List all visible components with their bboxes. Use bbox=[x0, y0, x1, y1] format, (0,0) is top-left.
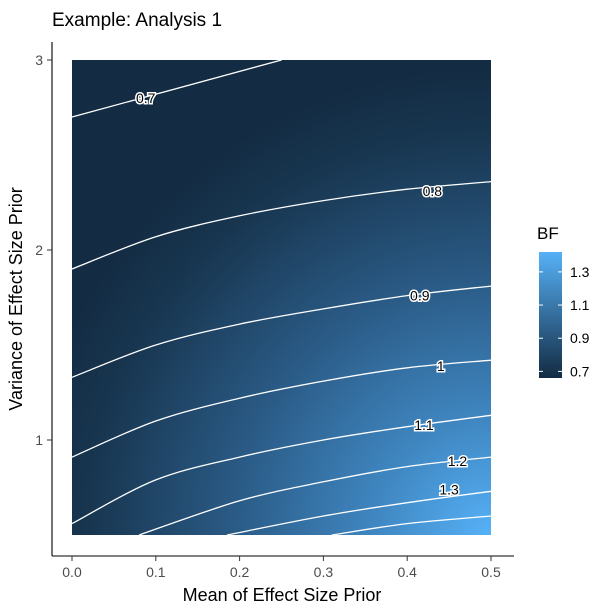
contour-label: 1.1 bbox=[414, 417, 434, 433]
x-tick-group: 0.0 0.1 0.2 0.3 0.4 0.5 bbox=[62, 556, 501, 580]
contour-line bbox=[71, 180, 492, 270]
y-tick-group: 1 2 3 bbox=[35, 52, 52, 448]
x-tick-label: 0.1 bbox=[146, 564, 166, 580]
y-tick-label: 3 bbox=[35, 52, 43, 68]
y-tick-label: 1 bbox=[35, 432, 43, 448]
x-tick-label: 0.4 bbox=[397, 564, 417, 580]
x-tick-label: 0.5 bbox=[481, 564, 501, 580]
contour-line bbox=[71, 359, 492, 458]
contour-layer: 0.7 0.8 0.9 1 1.1 1.2 1.3 bbox=[71, 59, 492, 536]
contour-line bbox=[226, 490, 492, 536]
x-tick-label: 0.3 bbox=[314, 564, 334, 580]
contour-label: 0.7 bbox=[136, 90, 156, 106]
axes: 0.0 0.1 0.2 0.3 0.4 0.5 1 2 3 bbox=[35, 42, 514, 580]
contour-label: 0.8 bbox=[423, 183, 443, 199]
legend: BF 1.3 1.1 0.9 0.7 bbox=[537, 224, 590, 379]
y-axis-title: Variance of Effect Size Prior bbox=[6, 187, 26, 410]
y-tick-label: 2 bbox=[35, 242, 43, 258]
legend-label: 1.1 bbox=[570, 297, 590, 313]
contour-label: 0.9 bbox=[410, 288, 430, 304]
x-tick-label: 0.0 bbox=[62, 564, 82, 580]
plot-panel: 0.7 0.8 0.9 1 1.1 1.2 1.3 bbox=[71, 59, 492, 536]
contour-label: 1.3 bbox=[439, 481, 459, 497]
x-tick-label: 0.2 bbox=[230, 564, 250, 580]
x-axis-title: Mean of Effect Size Prior bbox=[183, 585, 382, 605]
legend-label: 0.9 bbox=[570, 330, 590, 346]
legend-label: 0.7 bbox=[570, 363, 590, 379]
legend-title: BF bbox=[537, 224, 559, 243]
chart-title: Example: Analysis 1 bbox=[52, 10, 222, 31]
legend-colorbar bbox=[539, 252, 562, 378]
contour-line bbox=[71, 414, 492, 525]
contour-label: 1.2 bbox=[448, 453, 468, 469]
legend-label: 1.3 bbox=[570, 264, 590, 280]
heatmap-fill bbox=[72, 60, 491, 535]
contour-line bbox=[71, 59, 282, 118]
contour-line bbox=[71, 285, 492, 378]
contour-label: 1 bbox=[437, 358, 445, 374]
legend-tick-group: 1.3 1.1 0.9 0.7 bbox=[539, 264, 590, 379]
contour-line bbox=[138, 456, 492, 536]
contour-line bbox=[331, 515, 492, 536]
